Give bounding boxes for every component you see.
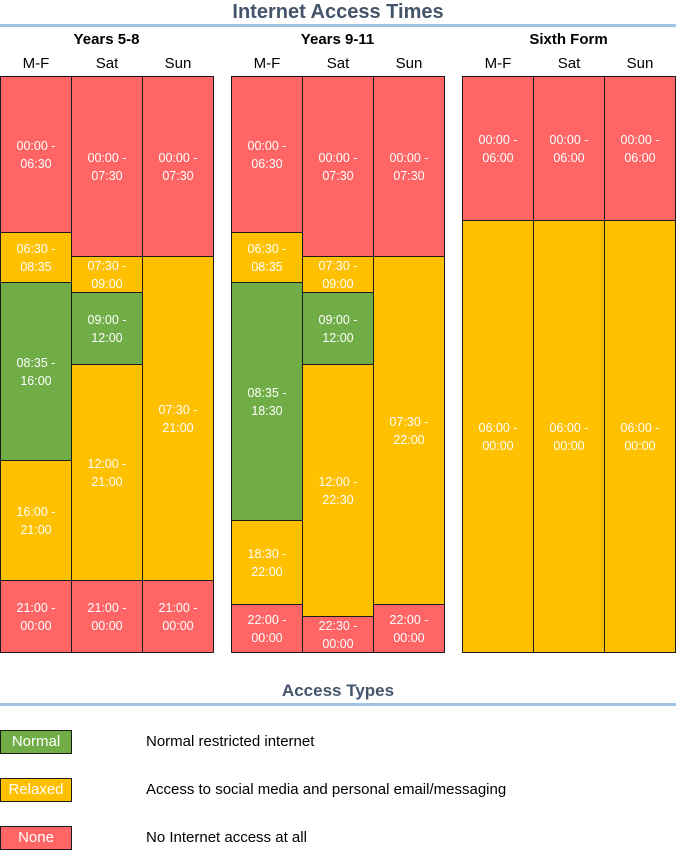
group-title-years-5-8: Years 5-8 bbox=[73, 31, 140, 48]
group-title-sixth-form: Sixth Form bbox=[529, 31, 608, 48]
group-title-years-9-11: Years 9-11 bbox=[300, 31, 375, 48]
legend-description-none: No Internet access at all bbox=[146, 829, 307, 846]
day-header-years-5-8-m-f: M-F bbox=[22, 55, 50, 72]
time-block-relaxed: 06:30 - 08:35 bbox=[0, 232, 72, 283]
time-block-relaxed: 07:30 - 09:00 bbox=[71, 256, 143, 293]
time-block-none: 00:00 - 06:30 bbox=[0, 76, 72, 233]
time-block-relaxed: 07:30 - 09:00 bbox=[302, 256, 374, 293]
time-block-none: 00:00 - 07:30 bbox=[71, 76, 143, 257]
time-block-relaxed: 06:00 - 00:00 bbox=[533, 220, 605, 653]
day-header-sixth-form-sat: Sat bbox=[557, 55, 581, 72]
legend-swatch-normal: Normal bbox=[0, 730, 72, 754]
legend-swatch-relaxed: Relaxed bbox=[0, 778, 72, 802]
time-block-relaxed: 07:30 - 21:00 bbox=[142, 256, 214, 581]
time-block-none: 00:00 - 07:30 bbox=[373, 76, 445, 257]
time-block-relaxed: 07:30 - 22:00 bbox=[373, 256, 445, 605]
legend-swatch-none: None bbox=[0, 826, 72, 850]
day-header-years-9-11-sun: Sun bbox=[395, 55, 423, 72]
time-block-none: 00:00 - 06:00 bbox=[462, 76, 534, 221]
legend-description-relaxed: Access to social media and personal emai… bbox=[146, 781, 507, 798]
time-block-none: 22:00 - 00:00 bbox=[373, 604, 445, 653]
time-block-relaxed: 06:00 - 00:00 bbox=[604, 220, 676, 653]
time-block-relaxed: 16:00 - 21:00 bbox=[0, 460, 72, 581]
day-header-sixth-form-m-f: M-F bbox=[484, 55, 512, 72]
time-block-none: 00:00 - 06:00 bbox=[533, 76, 605, 221]
day-header-years-9-11-m-f: M-F bbox=[253, 55, 281, 72]
time-block-none: 00:00 - 06:30 bbox=[231, 76, 303, 233]
time-block-none: 00:00 - 07:30 bbox=[302, 76, 374, 257]
time-block-relaxed: 06:30 - 08:35 bbox=[231, 232, 303, 283]
time-block-none: 22:00 - 00:00 bbox=[231, 604, 303, 653]
legend-title: Access Types bbox=[281, 681, 395, 700]
day-header-years-5-8-sat: Sat bbox=[95, 55, 119, 72]
time-block-relaxed: 12:00 - 21:00 bbox=[71, 364, 143, 581]
time-block-none: 21:00 - 00:00 bbox=[0, 580, 72, 653]
day-header-years-5-8-sun: Sun bbox=[164, 55, 192, 72]
time-block-relaxed: 06:00 - 00:00 bbox=[462, 220, 534, 653]
time-block-normal: 08:35 - 18:30 bbox=[231, 282, 303, 521]
legend-description-normal: Normal restricted internet bbox=[146, 733, 315, 750]
time-block-none: 21:00 - 00:00 bbox=[142, 580, 214, 653]
time-block-none: 21:00 - 00:00 bbox=[71, 580, 143, 653]
title-underline bbox=[0, 24, 676, 27]
time-block-normal: 08:35 - 16:00 bbox=[0, 282, 72, 461]
time-block-none: 22:30 - 00:00 bbox=[302, 616, 374, 653]
day-header-years-9-11-sat: Sat bbox=[326, 55, 350, 72]
legend-title-underline bbox=[0, 703, 676, 706]
time-block-normal: 09:00 - 12:00 bbox=[302, 292, 374, 365]
time-block-none: 00:00 - 06:00 bbox=[604, 76, 676, 221]
time-block-none: 00:00 - 07:30 bbox=[142, 76, 214, 257]
day-header-sixth-form-sun: Sun bbox=[626, 55, 654, 72]
time-block-relaxed: 12:00 - 22:30 bbox=[302, 364, 374, 617]
time-block-relaxed: 18:30 - 22:00 bbox=[231, 520, 303, 605]
time-block-normal: 09:00 - 12:00 bbox=[71, 292, 143, 365]
page-title: Internet Access Times bbox=[232, 1, 444, 23]
